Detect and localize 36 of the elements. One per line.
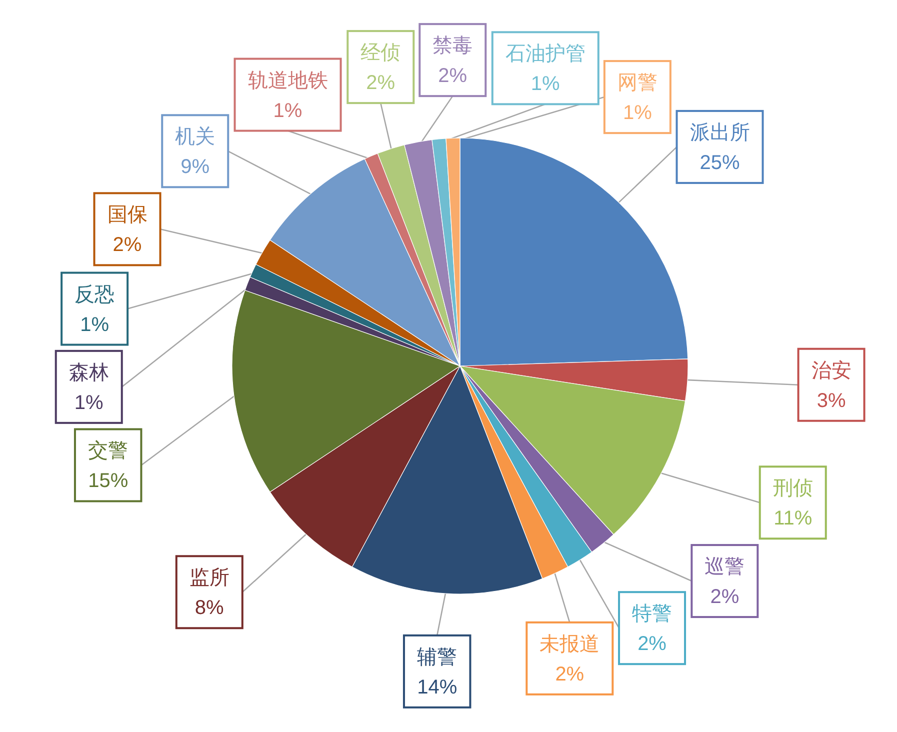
slice-label: 反恐 bbox=[74, 284, 115, 306]
data-label: 14% bbox=[417, 676, 458, 698]
slice-label: 未报道 bbox=[540, 633, 600, 656]
data-label: 2% bbox=[366, 72, 396, 94]
data-label: 1% bbox=[80, 314, 110, 336]
data-label: 1% bbox=[74, 392, 104, 414]
data-label: 8% bbox=[194, 597, 224, 620]
slice-label: 交警 bbox=[88, 440, 128, 462]
data-label: 11% bbox=[774, 508, 812, 530]
slice-label: 特警 bbox=[632, 603, 672, 626]
slice-label: 机关 bbox=[175, 126, 216, 148]
slice-label: 禁毒 bbox=[432, 35, 473, 58]
data-label: 2% bbox=[710, 586, 740, 608]
data-label: 2% bbox=[638, 633, 667, 656]
data-label: 1% bbox=[622, 102, 652, 124]
data-label: 2% bbox=[555, 663, 584, 686]
data-label: 2% bbox=[112, 234, 142, 256]
slice-label: 巡警 bbox=[704, 556, 745, 578]
slice-label: 监所 bbox=[189, 567, 230, 590]
slice-label: 轨道地铁 bbox=[248, 70, 328, 92]
data-label: 15% bbox=[88, 470, 128, 492]
slice-label: 刑侦 bbox=[772, 478, 813, 500]
data-label: 1% bbox=[530, 73, 560, 96]
data-label: 3% bbox=[816, 390, 846, 412]
slice-label: 国保 bbox=[107, 204, 148, 226]
data-label: 1% bbox=[273, 100, 302, 122]
data-label: 9% bbox=[180, 156, 210, 178]
slice-label: 辅警 bbox=[417, 646, 458, 668]
slice-label: 石油护管 bbox=[505, 43, 586, 66]
slice-label: 经侦 bbox=[360, 42, 401, 64]
slice-label: 森林 bbox=[68, 362, 109, 384]
data-label: 2% bbox=[438, 65, 468, 88]
slice-label: 治安 bbox=[811, 360, 852, 382]
slice-label: 网警 bbox=[617, 72, 658, 94]
data-label: 25% bbox=[700, 152, 740, 174]
slice-label: 派出所 bbox=[690, 122, 750, 144]
